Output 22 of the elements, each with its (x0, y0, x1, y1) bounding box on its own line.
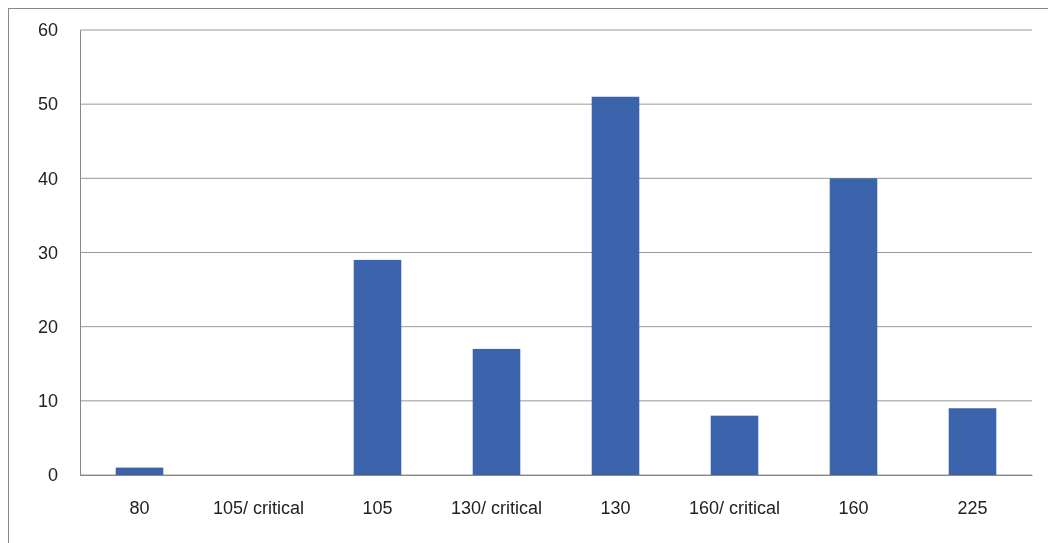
x-tick-label: 130 (600, 497, 631, 518)
x-tick-label: 225 (957, 497, 988, 518)
y-tick-label: 60 (37, 20, 58, 41)
x-tick-label: 80 (129, 497, 150, 518)
bar (353, 259, 402, 475)
x-tick-label: 160/ critical (688, 497, 781, 518)
bar (710, 415, 759, 475)
y-tick-label: 0 (47, 465, 58, 486)
x-tick-label: 105/ critical (212, 497, 305, 518)
bar (591, 96, 640, 475)
y-tick-label: 30 (37, 242, 58, 263)
y-tick-label: 10 (37, 391, 58, 412)
y-tick-label: 40 (37, 168, 58, 189)
bar (472, 348, 521, 475)
x-tick-label: 130/ critical (450, 497, 543, 518)
bar (948, 408, 997, 475)
bar (829, 178, 878, 475)
x-tick-label: 160 (838, 497, 869, 518)
y-tick-label: 20 (37, 316, 58, 337)
bar (115, 467, 164, 475)
x-tick-label: 105 (362, 497, 393, 518)
y-tick-label: 50 (37, 94, 58, 115)
